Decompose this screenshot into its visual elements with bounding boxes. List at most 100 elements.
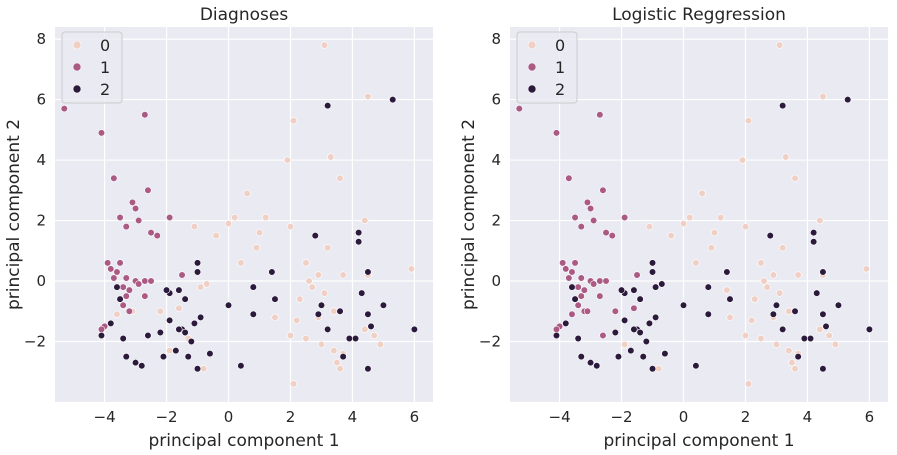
data-point-class-2: [107, 319, 115, 327]
y-tick-label: −2: [24, 333, 46, 351]
data-point-class-0: [763, 283, 771, 291]
data-point-class-0: [744, 117, 753, 125]
data-point-class-2: [166, 316, 174, 324]
data-point-class-0: [831, 340, 839, 349]
data-point-class-0: [212, 232, 220, 240]
data-point-class-2: [116, 295, 124, 303]
data-point-class-1: [119, 301, 127, 309]
data-point-class-0: [320, 41, 329, 49]
data-point-class-0: [255, 229, 264, 237]
data-point-class-0: [320, 289, 329, 297]
data-point-class-0: [289, 380, 298, 388]
data-point-class-2: [704, 283, 712, 291]
data-point-class-2: [552, 331, 561, 340]
data-point-class-1: [147, 277, 155, 285]
data-point-class-2: [794, 353, 802, 361]
y-tick-label: 0: [36, 272, 46, 290]
data-point-class-0: [707, 244, 715, 252]
data-point-class-2: [271, 295, 279, 303]
data-point-class-0: [698, 189, 706, 197]
data-point-class-2: [813, 289, 821, 297]
data-point-class-1: [608, 232, 616, 240]
data-point-class-1: [60, 105, 68, 113]
data-point-class-2: [364, 268, 372, 276]
data-point-class-1: [568, 268, 576, 276]
data-point-class-2: [593, 362, 601, 370]
data-point-class-2: [766, 232, 774, 240]
data-point-class-1: [559, 259, 567, 267]
data-point-class-2: [355, 229, 363, 237]
data-point-class-1: [141, 111, 149, 119]
x-tick-label: 4: [803, 408, 813, 426]
data-point-class-1: [119, 283, 127, 291]
data-point-class-1: [583, 307, 592, 315]
data-point-class-1: [596, 111, 604, 119]
data-point-class-2: [822, 322, 830, 330]
data-point-class-2: [237, 362, 245, 370]
data-point-class-1: [116, 259, 124, 267]
data-point-class-0: [190, 222, 199, 231]
y-tick-label: 8: [491, 30, 501, 48]
data-point-class-2: [355, 238, 363, 246]
x-axis-label: principal component 1: [148, 431, 339, 451]
data-point-class-0: [816, 325, 824, 334]
x-tick-label: 6: [410, 408, 420, 426]
data-point-class-0: [782, 153, 790, 161]
data-point-class-0: [237, 259, 245, 267]
legend-marker: [72, 40, 82, 50]
data-point-class-2: [193, 259, 202, 267]
data-point-class-2: [339, 353, 347, 361]
data-point-class-2: [175, 325, 183, 334]
data-point-class-1: [596, 277, 604, 285]
data-point-class-0: [364, 92, 372, 101]
data-point-class-0: [224, 219, 233, 228]
x-tick-label: −4: [549, 408, 571, 426]
data-point-class-0: [339, 271, 347, 279]
legend-marker: [527, 84, 537, 94]
data-point-class-0: [336, 365, 344, 373]
legend: 0 1 2: [516, 31, 578, 104]
data-point-class-0: [166, 346, 174, 355]
data-point-class-0: [262, 213, 270, 222]
data-point-class-1: [178, 271, 186, 279]
data-point-class-2: [249, 310, 257, 318]
data-point-class-2: [726, 295, 734, 303]
data-point-class-2: [379, 301, 388, 309]
data-point-class-0: [788, 359, 796, 367]
y-tick-label: 4: [36, 151, 46, 169]
data-point-class-2: [181, 295, 189, 303]
data-point-class-1: [599, 331, 607, 340]
data-point-class-0: [252, 244, 260, 252]
data-point-class-0: [197, 283, 205, 291]
data-point-class-2: [630, 325, 638, 334]
data-point-class-1: [122, 274, 130, 282]
data-point-class-1: [122, 292, 130, 300]
data-point-class-0: [296, 295, 304, 303]
data-point-class-2: [138, 362, 146, 370]
data-point-class-2: [772, 301, 781, 309]
legend-marker: [72, 62, 82, 72]
data-point-class-0: [741, 222, 750, 231]
x-tick-label: −2: [610, 408, 632, 426]
x-tick-label: 2: [286, 408, 296, 426]
data-point-class-0: [775, 41, 784, 49]
data-point-class-2: [791, 307, 799, 315]
data-point-class-1: [122, 222, 130, 231]
data-point-class-0: [785, 307, 793, 315]
data-point-class-1: [125, 307, 133, 315]
data-point-class-2: [172, 346, 180, 355]
data-point-class-2: [249, 283, 257, 291]
data-point-class-0: [271, 313, 279, 321]
y-tick-label: 2: [36, 212, 46, 230]
data-point-class-0: [717, 213, 725, 222]
data-point-class-0: [738, 156, 746, 164]
data-point-class-0: [286, 222, 295, 231]
data-point-class-0: [203, 280, 211, 288]
data-point-class-0: [324, 244, 332, 252]
data-point-class-0: [330, 307, 338, 315]
data-point-class-2: [311, 232, 319, 240]
legend-marker: [527, 40, 537, 50]
legend-marker: [72, 84, 82, 94]
data-point-class-0: [302, 334, 310, 343]
